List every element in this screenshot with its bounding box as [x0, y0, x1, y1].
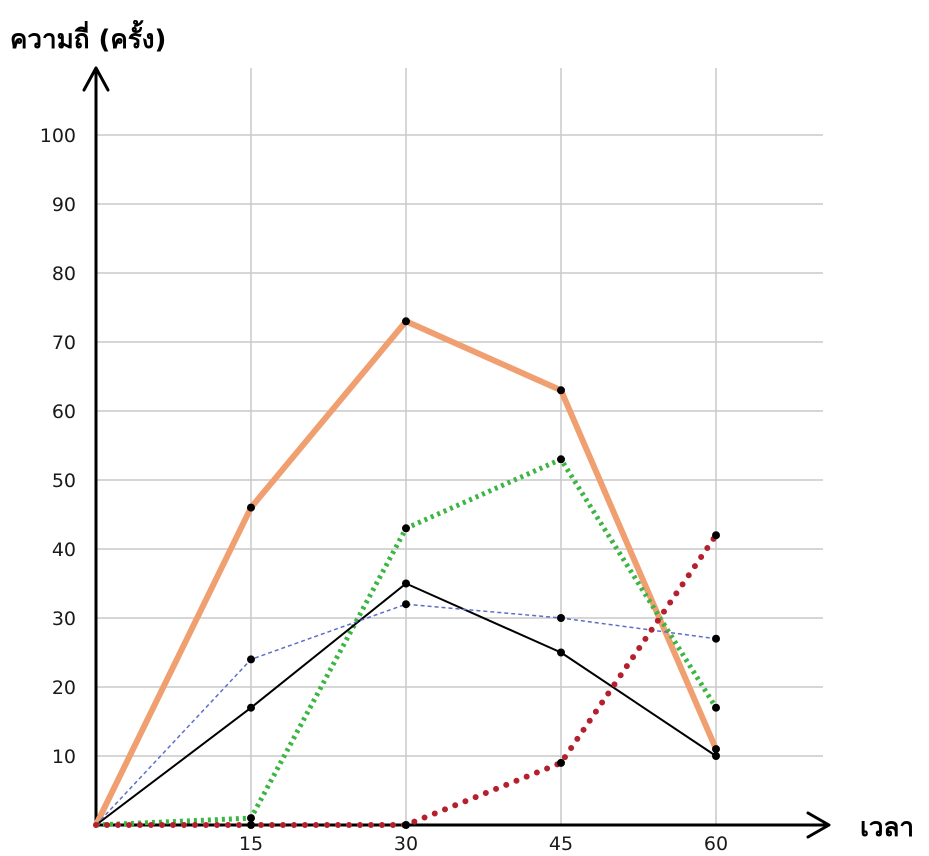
data-point [712, 745, 720, 754]
axes [82, 66, 831, 839]
data-point [247, 503, 255, 512]
tick-labels: 10 20 30 40 50 60 70 80 90 100 15 30 45 60 [40, 125, 728, 855]
data-point [402, 821, 410, 829]
y-tick-label: 100 [40, 125, 76, 147]
y-tick-label: 60 [52, 401, 76, 423]
data-point [712, 531, 720, 540]
data-point [557, 455, 565, 464]
data-point [557, 758, 565, 767]
data-point [247, 703, 255, 712]
data-point [402, 317, 410, 326]
data-point [402, 524, 410, 533]
data-point [557, 648, 565, 657]
y-tick-label: 50 [52, 470, 76, 492]
y-tick-label: 70 [52, 332, 76, 354]
data-point [402, 600, 410, 609]
data-point [557, 386, 565, 395]
data-point [402, 579, 410, 588]
data-point [247, 821, 255, 829]
data-point [712, 703, 720, 712]
x-tick-label: 45 [549, 833, 573, 855]
y-axis-title: ความถี่ (ครั้ง) [10, 19, 166, 55]
x-axis-title: เวลา [860, 813, 914, 843]
y-tick-label: 10 [52, 746, 76, 768]
data-point [247, 814, 255, 823]
x-tick-label: 30 [394, 833, 418, 855]
y-tick-label: 90 [52, 194, 76, 216]
data-point [557, 614, 565, 622]
x-axis-arrow-icon [806, 811, 831, 839]
data-point [712, 634, 720, 643]
y-tick-label: 40 [52, 539, 76, 561]
y-axis-arrow-icon [82, 66, 110, 92]
y-tick-label: 30 [52, 608, 76, 630]
data-point [712, 752, 720, 760]
x-tick-label: 15 [239, 833, 263, 855]
y-tick-label: 80 [52, 263, 76, 285]
grid [96, 68, 823, 825]
x-tick-label: 60 [704, 833, 728, 855]
points-group [247, 317, 720, 829]
y-tick-label: 20 [52, 677, 76, 699]
data-point [247, 655, 255, 664]
